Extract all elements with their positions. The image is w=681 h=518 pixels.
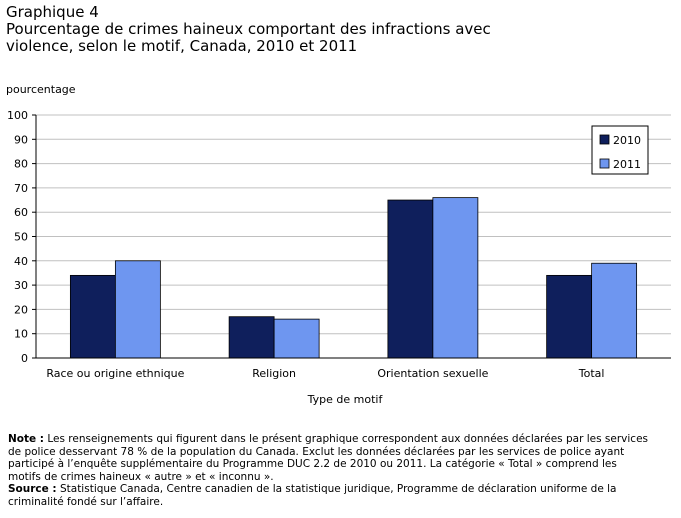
y-tick-label: 30 <box>14 279 28 292</box>
tick-labels: 0 10 20 30 40 50 60 70 80 90 100 Race ou origine et… <box>7 109 604 380</box>
legend-swatch-2010 <box>599 134 610 145</box>
x-tick-label: Religion <box>252 367 296 380</box>
y-tick-label: 40 <box>14 255 28 268</box>
y-tick-label: 80 <box>14 158 28 171</box>
notes: Note : Les renseignements qui figurent d… <box>8 433 672 509</box>
y-tick-label: 90 <box>14 133 28 146</box>
bar-2011-0 <box>114 260 161 359</box>
bar-2011-2 <box>432 197 479 359</box>
note-line-4: motifs de crimes haineux « autre » et « … <box>8 470 274 483</box>
y-tick-label: 20 <box>14 303 28 316</box>
note-text-1: Les renseignements qui figurent dans le … <box>44 433 649 445</box>
source-line-1: Source : Statistique Canada, Centre cana… <box>8 483 672 496</box>
source-text-1: Statistique Canada, Centre canadien de l… <box>56 483 617 496</box>
bar-2010-1 <box>228 316 275 359</box>
legend-swatch-2011 <box>599 158 610 169</box>
graph-number: Graphique 4 <box>6 3 99 21</box>
y-tick-label: 0 <box>21 352 28 365</box>
note-line-2: de police desservant 78 % de la populati… <box>8 445 625 458</box>
note-line-1: Note : Les renseignements qui figurent d… <box>8 433 672 446</box>
bar-chart: pourcentage 0 10 20 30 40 50 60 70 80 90 100 Race o… <box>6 83 671 406</box>
chart-title-line-2: violence, selon le motif, Canada, 2010 e… <box>6 37 358 55</box>
x-axis-label: Type de motif <box>307 393 384 406</box>
note-label: Note : <box>8 433 44 445</box>
bar-2010-3 <box>546 274 593 359</box>
source-label: Source : <box>8 483 57 496</box>
bar-2010-2 <box>387 199 434 359</box>
y-tick-label: 60 <box>14 206 28 219</box>
bars <box>69 197 638 359</box>
note-line-3: participé à l’enquête supplémentaire du … <box>8 458 617 471</box>
axes <box>32 114 671 359</box>
bar-2011-3 <box>591 262 638 359</box>
legend-label-2010: 2010 <box>613 134 641 147</box>
x-tick-label: Orientation sexuelle <box>377 367 488 380</box>
y-tick-label: 10 <box>14 328 28 341</box>
legend: 2010 2011 <box>591 125 649 175</box>
bar-2011-1 <box>273 318 320 359</box>
chart-title-line-1: Pourcentage de crimes haineux comportant… <box>6 20 491 38</box>
y-tick-label: 100 <box>7 109 28 122</box>
y-tick-label: 70 <box>14 182 28 195</box>
x-tick-label: Total <box>578 367 605 380</box>
y-axis-label: pourcentage <box>6 83 76 96</box>
legend-label-2011: 2011 <box>613 158 641 171</box>
x-tick-label: Race ou origine ethnique <box>46 367 184 380</box>
chart-header: Graphique 4 Pourcentage de crimes haineu… <box>6 4 666 55</box>
source-line-2: criminalité fondé sur l’affaire. <box>8 495 164 508</box>
bar-2010-0 <box>69 274 116 359</box>
y-tick-label: 50 <box>14 231 28 244</box>
